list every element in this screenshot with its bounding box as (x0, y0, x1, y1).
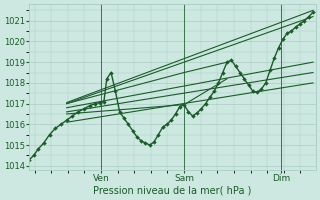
X-axis label: Pression niveau de la mer( hPa ): Pression niveau de la mer( hPa ) (93, 186, 252, 196)
